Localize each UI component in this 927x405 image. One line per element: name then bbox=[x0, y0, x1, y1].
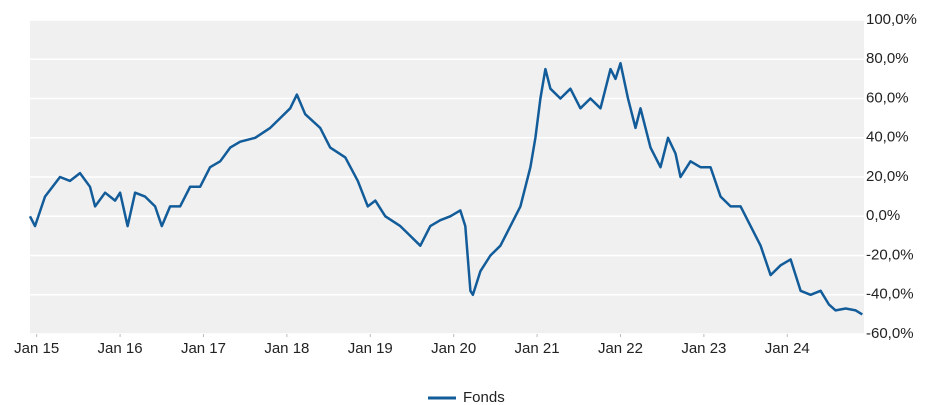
x-tick-label: Jan 18 bbox=[264, 340, 309, 357]
y-tick-label: 0,0% bbox=[866, 207, 900, 224]
x-tick-label: Jan 16 bbox=[98, 340, 143, 357]
legend-label: Fonds bbox=[463, 389, 505, 405]
series-line bbox=[28, 61, 863, 316]
x-tick-label: Jan 17 bbox=[181, 340, 226, 357]
y-tick-label: -20,0% bbox=[866, 246, 914, 263]
x-tick-label: Jan 21 bbox=[515, 340, 560, 357]
x-tick-label: Jan 15 bbox=[14, 340, 59, 357]
y-tick-label: 20,0% bbox=[866, 168, 909, 185]
y-tick-label: 100,0% bbox=[866, 11, 917, 28]
x-tick-label: Jan 24 bbox=[765, 340, 810, 357]
y-tick-label: -40,0% bbox=[866, 286, 914, 303]
x-tick-label: Jan 20 bbox=[431, 340, 476, 357]
y-tick-label: 40,0% bbox=[866, 129, 909, 146]
y-tick-label: -60,0% bbox=[866, 325, 914, 342]
x-tick-label: Jan 19 bbox=[348, 340, 393, 357]
y-tick-label: 60,0% bbox=[866, 89, 909, 106]
x-tick-label: Jan 23 bbox=[681, 340, 726, 357]
x-tick-label: Jan 22 bbox=[598, 340, 643, 357]
y-tick-label: 80,0% bbox=[866, 50, 909, 67]
